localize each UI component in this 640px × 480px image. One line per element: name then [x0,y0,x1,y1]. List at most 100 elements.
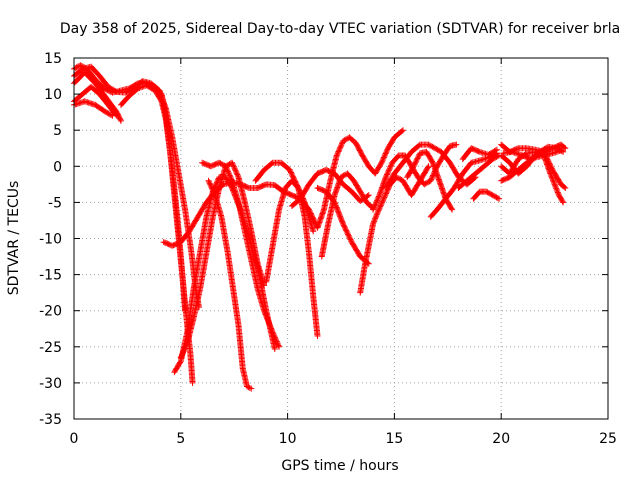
data-point [383,147,390,154]
data-point [387,163,394,170]
data-point [292,179,299,186]
series-arc-30 [500,143,567,163]
data-point [339,173,346,180]
data-point [380,195,387,202]
data-point [376,206,383,213]
data-point [271,334,278,341]
data-point [333,152,340,159]
y-tick-label: 5 [53,123,62,139]
x-tick-label: 0 [70,431,79,447]
data-point [487,190,494,197]
data-point [234,172,241,179]
data-point [274,341,281,348]
data-point [415,154,422,161]
data-point [178,352,185,359]
data-point [286,166,293,173]
data-point [374,208,381,215]
data-point [386,166,393,173]
data-point [275,342,282,349]
data-point [232,167,239,174]
data-point [372,201,379,208]
data-point [489,192,496,199]
data-point [267,324,274,331]
data-point [371,203,378,210]
data-point [426,142,433,149]
data-point [266,320,273,327]
data-point [117,116,124,123]
data-point [261,282,268,289]
data-point [233,170,240,177]
data-point [178,353,185,360]
data-point [378,199,385,206]
data-point [410,163,417,170]
data-point [343,228,350,235]
data-point [548,173,555,180]
data-point [556,146,563,153]
data-point [205,177,212,184]
data-point [382,151,389,158]
data-point [365,192,372,199]
data-point [177,354,184,361]
data-point [189,379,196,386]
data-point [180,349,187,356]
y-tick-labels: 15 10 5 0 -5 -10 -15 -20 -25 -30 -35 [39,51,62,428]
data-point [334,207,341,214]
data-point [483,188,490,195]
data-point [224,168,231,175]
data-point [206,179,213,186]
data-point [413,156,420,163]
data-point [399,127,406,134]
data-point [334,205,341,212]
data-point [222,163,229,170]
x-tick-label: 20 [492,431,510,447]
series-arc-6 [117,82,189,314]
data-point [223,165,230,172]
data-point [182,344,189,351]
data-point [384,187,391,194]
data-point [223,164,230,171]
data-point [220,161,227,168]
data-point [264,316,271,323]
data-point [206,180,213,187]
data-point [335,208,342,215]
data-point [340,172,347,179]
data-point [341,224,348,231]
data-point [183,342,190,349]
data-point [558,148,565,155]
data-point [382,191,389,198]
data-point [273,337,280,344]
series-arc-17 [318,170,377,260]
data-point [226,172,233,179]
y-tick-label: 10 [44,87,62,103]
series-arc-24 [459,145,500,163]
data-point [488,191,495,198]
data-point [415,152,422,159]
data-point [226,171,233,178]
data-point [294,183,301,190]
data-point [181,346,188,353]
data-point [377,203,384,210]
y-tick-label: 15 [44,51,62,67]
data-point [379,157,386,164]
data-point [340,221,347,228]
data-point [227,173,234,180]
data-point [218,161,225,168]
data-point [261,307,268,314]
data-point [372,214,379,221]
data-point [263,314,270,321]
data-point [427,177,434,184]
axis-ticks [73,57,609,420]
data-point [386,164,393,171]
data-point [492,193,499,200]
data-point [335,148,342,155]
data-point [177,359,184,366]
data-point [230,163,237,170]
data-point [233,168,240,175]
data-point [494,195,501,202]
data-point [425,179,432,186]
data-point [276,343,283,350]
series-arc-11 [205,177,255,392]
data-point [290,174,297,181]
data-point [229,159,236,166]
data-point [108,112,115,119]
